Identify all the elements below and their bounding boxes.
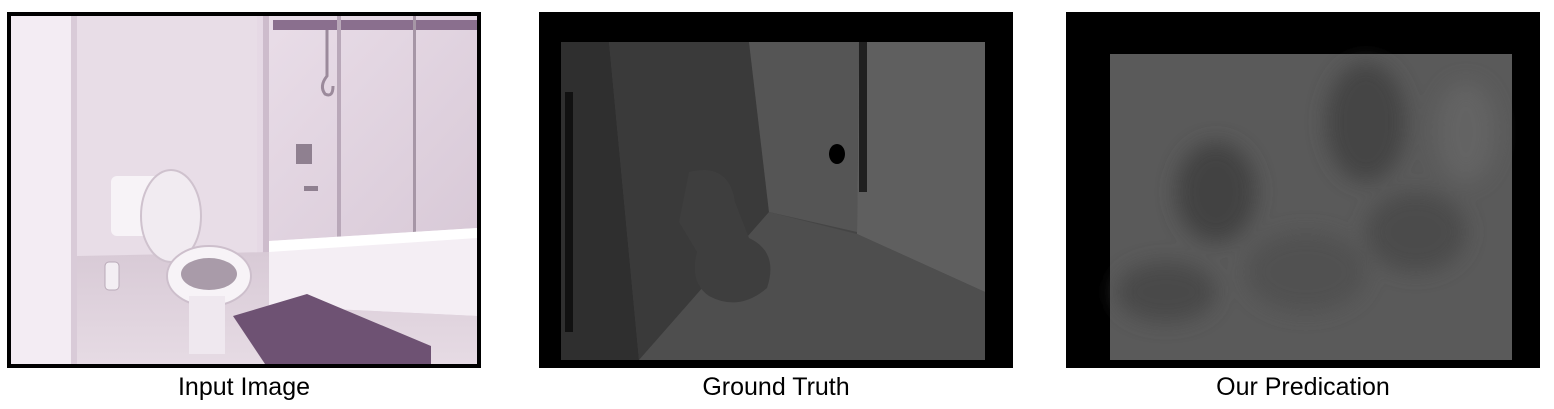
depth-map-ground-truth bbox=[539, 12, 1013, 368]
depth-map-prediction bbox=[1066, 12, 1540, 368]
caption-ground-truth: Ground Truth bbox=[702, 373, 850, 401]
bathroom-photo bbox=[11, 16, 477, 364]
predicted-depth-map bbox=[1066, 12, 1540, 368]
input-image-panel bbox=[7, 12, 481, 368]
ground-truth-depth-map bbox=[539, 12, 1013, 368]
caption-our-prediction: Our Predication bbox=[1216, 373, 1390, 401]
caption-input-image: Input Image bbox=[177, 373, 311, 401]
